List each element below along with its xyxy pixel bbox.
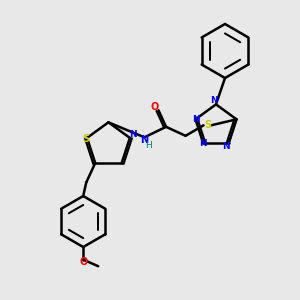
Text: N: N bbox=[210, 96, 218, 105]
Text: N: N bbox=[222, 142, 230, 151]
Text: S: S bbox=[204, 120, 211, 130]
Text: N: N bbox=[192, 115, 199, 124]
Text: H: H bbox=[145, 141, 152, 150]
Text: N: N bbox=[200, 139, 207, 148]
Text: O: O bbox=[151, 102, 159, 112]
Text: S: S bbox=[82, 134, 89, 144]
Text: N: N bbox=[140, 135, 148, 145]
Text: N: N bbox=[129, 130, 137, 140]
Text: O: O bbox=[79, 257, 87, 267]
